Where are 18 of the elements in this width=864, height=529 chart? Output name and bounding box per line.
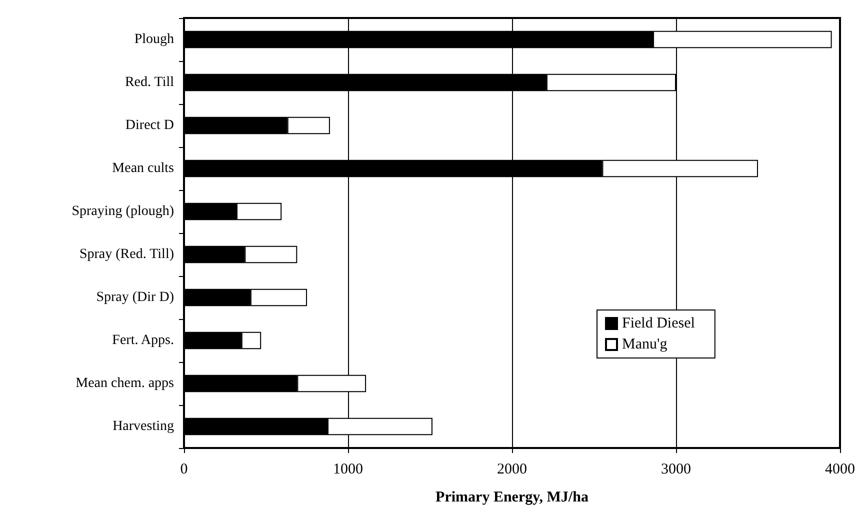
- y-tick-label: Spray (Dir D): [96, 290, 174, 305]
- x-tick-label: 0: [180, 462, 188, 478]
- x-tick-label: 3000: [661, 462, 691, 478]
- x-tick-label: 1000: [333, 462, 363, 478]
- legend-label: Manu'g: [622, 336, 668, 352]
- x-tick-label: 4000: [825, 462, 855, 478]
- x-tick-label: 2000: [497, 462, 527, 478]
- y-tick-label: Spraying (plough): [72, 204, 174, 219]
- legend-label: Field Diesel: [622, 316, 695, 332]
- x-axis-title: Primary Energy, MJ/ha: [436, 490, 589, 506]
- y-tick-label: Plough: [134, 32, 174, 47]
- y-tick-label: Direct D: [125, 118, 174, 133]
- y-tick-label: Mean cults: [112, 161, 174, 176]
- y-tick-label: Mean chem. apps: [76, 376, 174, 391]
- y-tick-label: Fert. Apps.: [112, 333, 174, 348]
- y-tick-label: Harvesting: [112, 419, 174, 434]
- y-tick-label: Red. Till: [124, 75, 174, 90]
- y-tick-label: Spray (Red. Till): [79, 247, 174, 262]
